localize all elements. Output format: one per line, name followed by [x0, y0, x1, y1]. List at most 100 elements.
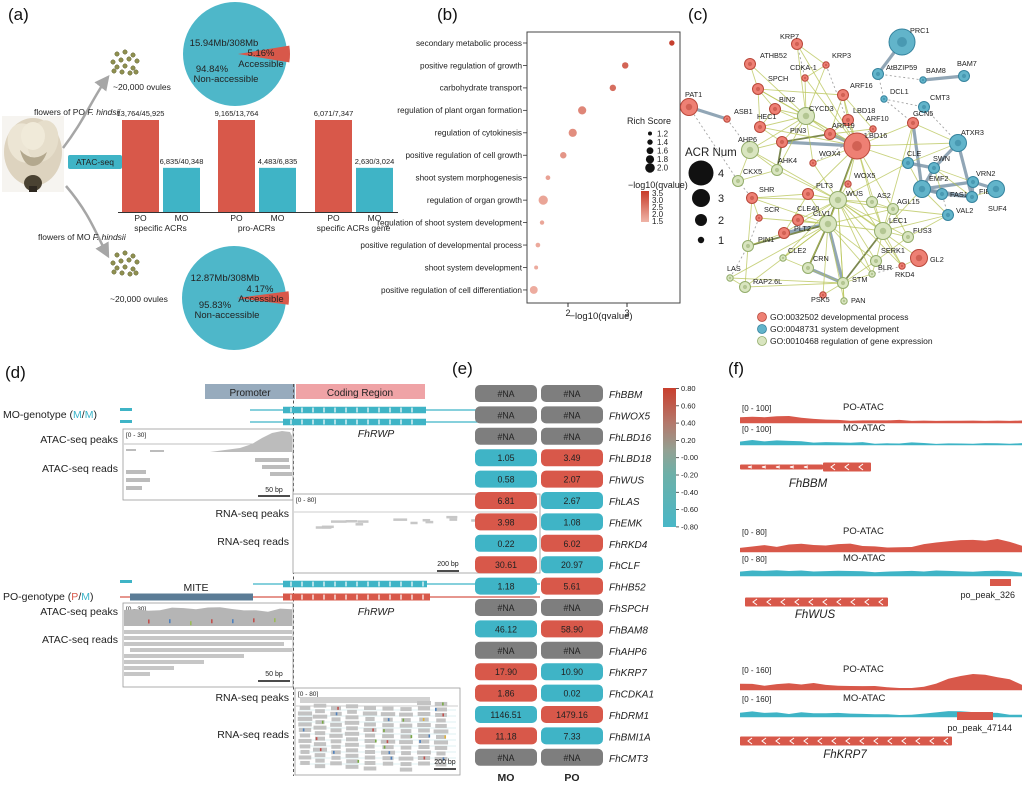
read-bar: [401, 718, 411, 723]
network-node-label: SPCH: [768, 74, 788, 83]
heatmap-column-mo: MO: [498, 772, 515, 784]
snp-speck: [211, 619, 213, 624]
strand-arrow: [929, 737, 935, 745]
read-bar: [435, 707, 447, 712]
network-node-label: SWN: [933, 154, 950, 163]
heatmap-cell-mo: [475, 449, 537, 467]
read-bar: [130, 648, 292, 652]
heatmap-cell-mo: [475, 406, 537, 424]
gene-model-exons: [283, 406, 426, 414]
network-node-label: ATXR3: [961, 128, 984, 137]
network-node-label: WUS: [846, 189, 863, 198]
ovule-dot: [133, 69, 139, 75]
network-node-core: [685, 103, 693, 111]
network-node-core: [728, 276, 732, 280]
snp-speck: [148, 619, 150, 624]
network-edge: [749, 115, 807, 151]
heatmap-gene-name: FhKRP7: [609, 668, 647, 679]
network-edge: [907, 122, 914, 164]
read-bar: [270, 472, 292, 476]
read-bar: [435, 734, 447, 739]
po-atac-label: PO-ATAC: [843, 526, 884, 537]
go-term-label: regulation of cytokinesis: [435, 129, 522, 138]
snp-speck: [423, 756, 426, 760]
ovule-dot: [122, 264, 128, 270]
read-bar: [382, 745, 394, 750]
heatmap-cell-mo: [475, 748, 537, 766]
strand-arrow: [789, 465, 795, 469]
mo-genotype-label: MO-genotype (M/M): [3, 409, 97, 421]
acr-bar: [356, 167, 393, 212]
heatmap-value-po: 7.33: [563, 731, 580, 741]
go-term-label: positive regulation of developmental pro…: [360, 241, 522, 250]
ovule-dot: [130, 266, 136, 272]
snp-speck: [402, 718, 405, 722]
read-bar: [313, 742, 327, 747]
network-node-core: [795, 217, 801, 223]
network-node-core: [821, 293, 825, 297]
pie-nonaccessible-pct: 95.83%: [199, 300, 232, 311]
accessibility-pies: 15.94Mb/308Mb5.16%Accessible94.84%Non-ac…: [182, 2, 290, 350]
read-bar: [297, 716, 313, 721]
go-dot: [669, 40, 675, 46]
network-edge: [882, 122, 914, 232]
heatmap-gene-name: FhAHP6: [609, 647, 647, 658]
rich-score-legend-dot: [648, 131, 652, 136]
network-node-label: BAM8: [926, 66, 946, 75]
strand-arrow: [878, 598, 884, 606]
heatmap-value-po: #NA: [563, 603, 580, 613]
po-genotype-suffix: ): [90, 591, 94, 603]
read-bar: [436, 718, 446, 723]
read-bar: [124, 654, 244, 658]
network-edge: [827, 223, 873, 275]
ovule-dot: [133, 270, 139, 276]
mo-rna-reads-label: RNA-seq reads: [217, 536, 289, 548]
heatmap-value-mo: 1.86: [497, 689, 514, 699]
snp-speck: [372, 728, 374, 732]
read-bar: [124, 660, 204, 664]
snp-speck: [169, 619, 171, 624]
acr-num-dot: [697, 236, 705, 244]
network-node-core: [746, 146, 754, 154]
read-bar: [364, 722, 376, 727]
mo-genotype-prefix: MO-genotype (: [3, 409, 74, 421]
peak-band: [300, 697, 430, 703]
snp-speck: [383, 729, 385, 733]
network-node-core: [871, 127, 875, 131]
colorbar-tick-label: 0.80: [681, 384, 696, 393]
panel-d-label: (d): [5, 363, 26, 382]
read-bar: [365, 717, 375, 722]
coding-region-label: Coding Region: [327, 388, 393, 399]
panel-e-label: (e): [452, 359, 473, 378]
go-legend-label: GO:0032502 developmental process: [770, 312, 908, 322]
heatmap-value-mo: 0.22: [497, 539, 514, 549]
network-edge: [877, 73, 924, 81]
heatmap-gene-name: FhLBD18: [609, 454, 652, 465]
read-dash: [446, 515, 458, 519]
network-node-label: PSK5: [811, 295, 830, 304]
network-node-core: [897, 37, 907, 47]
network-node-core: [840, 280, 846, 286]
read-dash: [393, 518, 408, 521]
heatmap-cell-mo: [475, 684, 537, 702]
network-node-core: [869, 199, 875, 205]
promoter-bar: [205, 384, 295, 399]
heatmap-value-po: #NA: [563, 432, 580, 442]
network-node-core: [774, 167, 780, 173]
network-edge: [922, 74, 965, 82]
network-node-label: EMF2: [929, 174, 948, 183]
gene-model-exons: [283, 580, 427, 588]
po-atac-label: PO-ATAC: [843, 664, 884, 675]
acr-num-value: 2: [718, 215, 724, 227]
ovule-dot: [119, 270, 125, 276]
network-node-label: RAP2.6L: [753, 277, 782, 286]
network-node-core: [842, 299, 846, 303]
go-dot: [545, 175, 551, 181]
panel-b: secondary metabolic process positive regu…: [360, 31, 688, 322]
read-bar: [297, 711, 313, 716]
strand-arrow: [859, 737, 865, 745]
strand-arrow: [808, 598, 814, 606]
read-bar: [399, 767, 413, 772]
peak-mound: [210, 431, 292, 452]
snp-speck: [390, 756, 393, 760]
